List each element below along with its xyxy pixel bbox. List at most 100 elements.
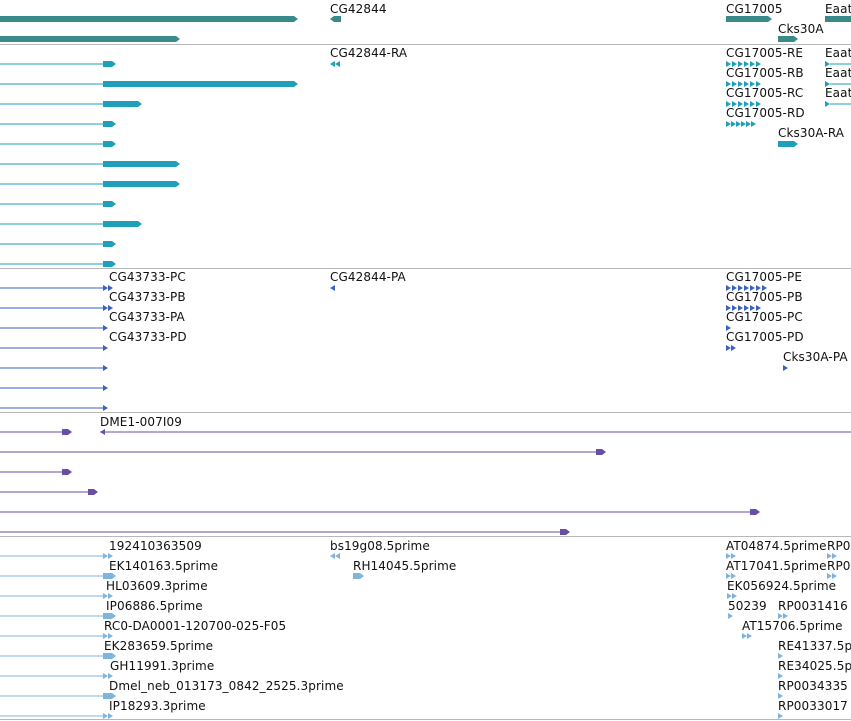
transcript-exon[interactable] xyxy=(103,81,298,87)
transcript-exon[interactable] xyxy=(103,241,116,247)
transcript-arrow-cg17005-rd[interactable] xyxy=(731,121,736,127)
protein-arrow-cg17005-pe[interactable] xyxy=(726,285,731,291)
est-arrow-at04874[interactable] xyxy=(726,553,731,559)
protein-label-cg43733-pa[interactable]: CG43733-PA xyxy=(109,310,185,324)
protein-label-cg43733-pb[interactable]: CG43733-PB xyxy=(109,290,186,304)
protein-arrow-cg42844-pa[interactable] xyxy=(330,285,335,291)
protein-arrow-cg17005-pb[interactable] xyxy=(726,305,731,311)
transcript-arrow-cg17005-re[interactable] xyxy=(738,61,743,67)
protein-arrow[interactable] xyxy=(108,305,113,311)
est-arrow-ek056924[interactable] xyxy=(727,593,732,599)
est-arrow-rp0[interactable] xyxy=(827,573,832,579)
est-label-17[interactable]: 50239 xyxy=(728,599,767,613)
transcript-exon[interactable] xyxy=(103,141,116,147)
transcript-arrow-eaat[interactable] xyxy=(825,61,830,67)
transcript-label-eaat-3[interactable]: Eaat xyxy=(825,86,851,100)
bac-end[interactable] xyxy=(750,509,760,515)
gene-glyph-eaat[interactable] xyxy=(825,16,851,22)
gene-label-eaat[interactable]: Eaat xyxy=(825,2,851,16)
bac-end[interactable] xyxy=(62,469,72,475)
protein-arrow-cg17005-pe[interactable] xyxy=(756,285,761,291)
est-label-9[interactable]: IP18293.3prime xyxy=(109,699,206,713)
est-block[interactable] xyxy=(103,653,116,659)
protein-label-cg42844-pa[interactable]: CG42844-PA xyxy=(330,270,406,284)
transcript-arrow-cg17005-re[interactable] xyxy=(750,61,755,67)
transcript-arrow-cg17005-rd[interactable] xyxy=(746,121,751,127)
est-label-2[interactable]: EK140163.5prime xyxy=(109,559,219,573)
est-label-12[interactable]: AT04874.5prime xyxy=(726,539,827,553)
est-arrow-at15706[interactable] xyxy=(742,633,747,639)
gene-glyph[interactable] xyxy=(0,16,292,22)
est-label-3[interactable]: HL03609.3prime xyxy=(106,579,208,593)
transcript-arrow-cg17005-rb[interactable] xyxy=(756,81,761,87)
est-label-11[interactable]: RH14045.5prime xyxy=(353,559,457,573)
est-arrow-ek056924[interactable] xyxy=(732,593,737,599)
est-label-7[interactable]: GH11991.3prime xyxy=(110,659,215,673)
protein-arrow-cg17005-pd[interactable] xyxy=(726,345,731,351)
est-label-8[interactable]: Dmel_neb_013173_0842_2525.3prime xyxy=(109,679,344,693)
protein-arrow-cg17005-pb[interactable] xyxy=(756,305,761,311)
transcript-label-eaat-2[interactable]: Eaat xyxy=(825,66,851,80)
transcript-label-cg17005-rd[interactable]: CG17005-RD xyxy=(726,106,805,120)
protein-arrow-cg17005-pe[interactable] xyxy=(750,285,755,291)
est-arrow[interactable] xyxy=(778,713,783,719)
transcript-arrow-cg42844-ra[interactable] xyxy=(335,61,340,67)
gene-glyph-cks30a[interactable] xyxy=(778,36,798,42)
est-arrow[interactable] xyxy=(108,633,113,639)
transcript-label-cg17005-rc[interactable]: CG17005-RC xyxy=(726,86,804,100)
transcript-arrow-cg17005-rc[interactable] xyxy=(732,101,737,107)
est-arrow[interactable] xyxy=(108,553,113,559)
protein-arrow[interactable] xyxy=(103,305,108,311)
protein-arrow[interactable] xyxy=(103,385,108,391)
protein-arrow[interactable] xyxy=(103,405,108,411)
protein-arrow-cg17005-pe[interactable] xyxy=(762,285,767,291)
transcript-arrow-cg42844-ra[interactable] xyxy=(330,61,335,67)
est-arrow-at17041[interactable] xyxy=(726,573,731,579)
est-label-4[interactable]: IP06886.5prime xyxy=(106,599,203,613)
transcript-arrow-cg17005-re[interactable] xyxy=(726,61,731,67)
protein-arrow-cg17005-pd[interactable] xyxy=(731,345,736,351)
protein-label-cg17005-pc[interactable]: CG17005-PC xyxy=(726,310,803,324)
transcript-arrow-cg17005-re[interactable] xyxy=(756,61,761,67)
transcript-arrow-cg17005-rb[interactable] xyxy=(744,81,749,87)
transcript-arrow-cg17005-rd[interactable] xyxy=(741,121,746,127)
est-arrow[interactable] xyxy=(778,693,783,699)
protein-arrow[interactable] xyxy=(103,345,108,351)
transcript-arrow-cg17005-rb[interactable] xyxy=(732,81,737,87)
est-label-10[interactable]: bs19g08.5prime xyxy=(330,539,430,553)
gene-glyph-cg17005[interactable] xyxy=(726,16,772,22)
est-arrow-bs19g08[interactable] xyxy=(335,553,340,559)
bac-end[interactable] xyxy=(62,429,72,435)
est-block[interactable] xyxy=(103,573,116,579)
transcript-label-eaat-1[interactable]: Eaat xyxy=(825,46,851,60)
transcript-exon[interactable] xyxy=(103,181,180,187)
protein-label-cks30a-pa[interactable]: Cks30A-PA xyxy=(783,350,848,364)
est-block-rh14045[interactable] xyxy=(353,573,364,579)
est-block[interactable] xyxy=(103,613,116,619)
est-label-13[interactable]: RP0 xyxy=(827,539,851,553)
gene-glyph-tip[interactable] xyxy=(288,16,298,22)
protein-arrow-cg17005-pe[interactable] xyxy=(732,285,737,291)
protein-label-cg43733-pc[interactable]: CG43733-PC xyxy=(109,270,186,284)
est-label-1[interactable]: 192410363509 xyxy=(109,539,202,553)
est-arrow-rp0[interactable] xyxy=(832,573,837,579)
est-label-6[interactable]: EK283659.5prime xyxy=(104,639,214,653)
transcript-exon[interactable] xyxy=(103,261,116,267)
transcript-exon[interactable] xyxy=(103,161,180,167)
transcript-arrow-eaat[interactable] xyxy=(825,101,830,107)
transcript-label-cg17005-re[interactable]: CG17005-RE xyxy=(726,46,804,60)
protein-arrow[interactable] xyxy=(103,325,108,331)
protein-label-cg17005-pd[interactable]: CG17005-PD xyxy=(726,330,804,344)
transcript-arrow-cg17005-rc[interactable] xyxy=(744,101,749,107)
protein-label-cg17005-pe[interactable]: CG17005-PE xyxy=(726,270,802,284)
transcript-arrow-eaat[interactable] xyxy=(825,81,830,87)
est-arrow-at04874[interactable] xyxy=(731,553,736,559)
transcript-exon[interactable] xyxy=(103,221,142,227)
transcript-arrow-cg17005-re[interactable] xyxy=(744,61,749,67)
est-arrow[interactable] xyxy=(103,633,108,639)
bac-end[interactable] xyxy=(88,489,98,495)
protein-arrow-cg17005-pb[interactable] xyxy=(732,305,737,311)
transcript-exon[interactable] xyxy=(103,121,116,127)
